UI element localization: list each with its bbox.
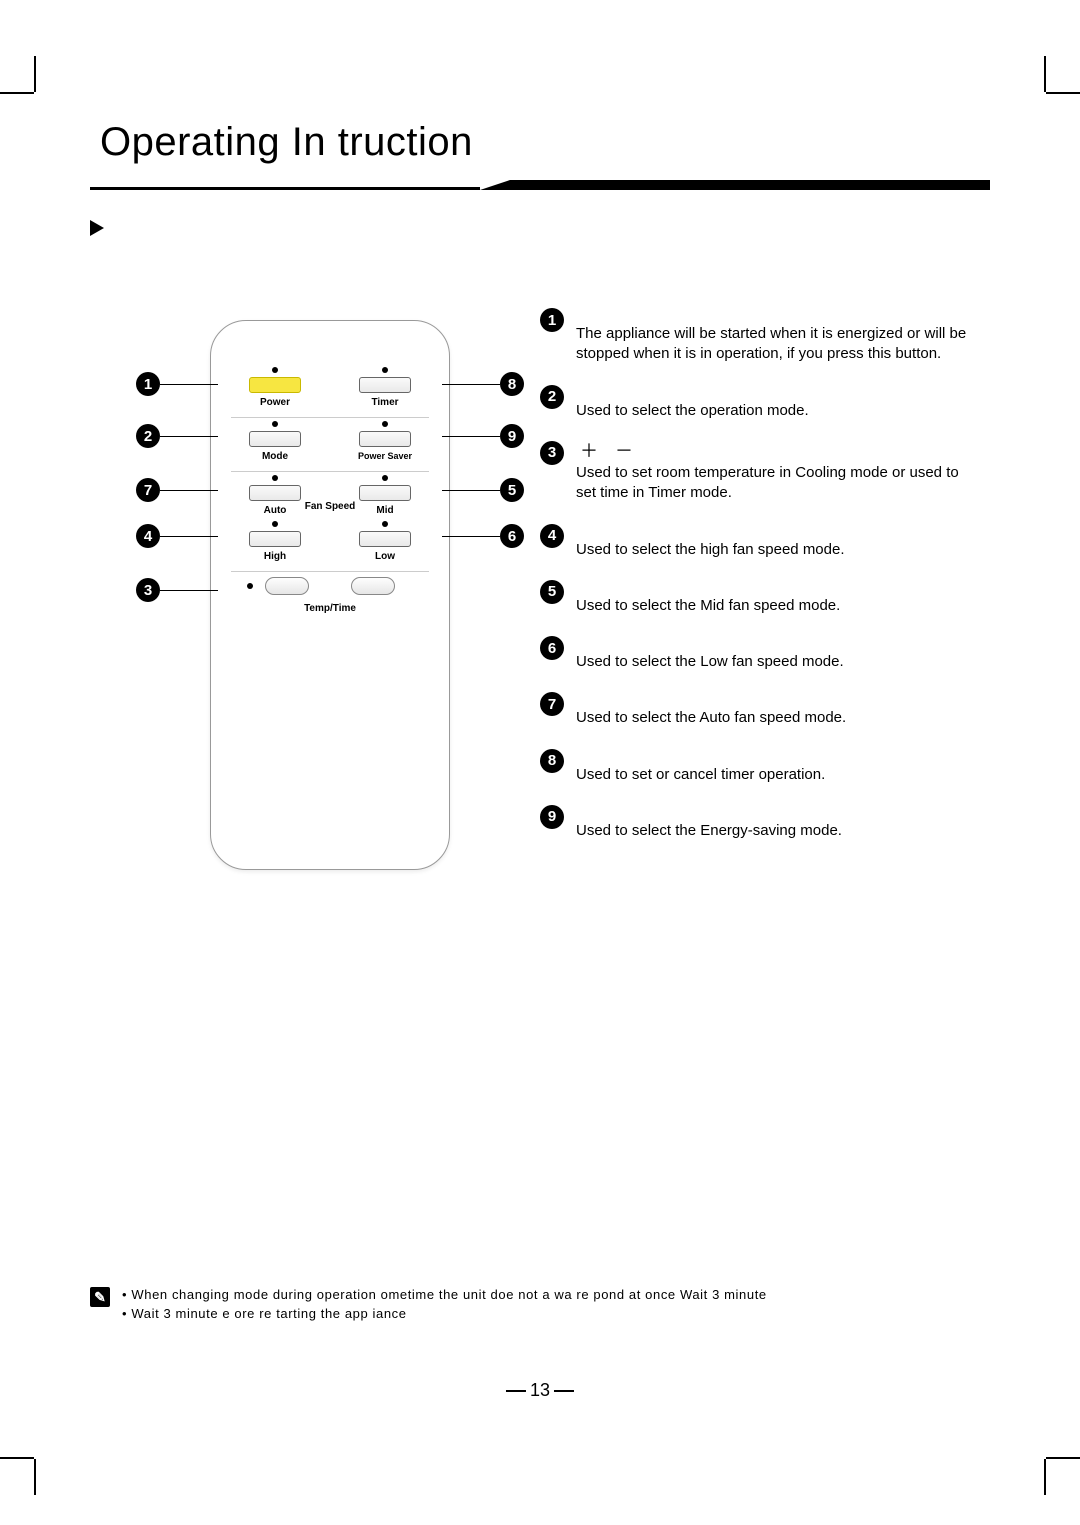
crop-mark <box>1046 1457 1080 1459</box>
crop-mark <box>1044 56 1046 92</box>
desc-item-3: 3 ＋ －Used to set room temperature in Coo… <box>540 439 970 504</box>
remote-low-button: Low <box>341 521 429 562</box>
callout-6: 6 <box>442 524 524 548</box>
crop-mark <box>1046 92 1080 94</box>
callout-2: 2 <box>136 424 218 448</box>
temp-up-pill <box>351 577 395 595</box>
footer-note: ✎ When changing mode during operation om… <box>90 1287 990 1325</box>
callout-9: 9 <box>442 424 524 448</box>
remote-high-button: High <box>231 521 319 562</box>
remote-power-button: Power <box>231 367 319 408</box>
crop-mark <box>0 92 34 94</box>
separator <box>231 417 429 418</box>
crop-mark <box>34 1459 36 1495</box>
callout-4: 4 <box>136 524 218 548</box>
remote-mode-button: Mode <box>231 421 319 462</box>
label-low: Low <box>341 551 429 562</box>
callout-1: 1 <box>136 372 218 396</box>
crop-mark <box>34 56 36 92</box>
note-line-1: When changing mode during operation omet… <box>122 1287 767 1302</box>
label-high: High <box>231 551 319 562</box>
page-title-row: Operating In truction <box>90 120 990 190</box>
page-title: Operating In truction <box>90 120 990 165</box>
desc-item-9: 9 Used to select the Energy-saving mode. <box>540 803 970 841</box>
label-power: Power <box>231 397 319 408</box>
remote-timer-button: Timer <box>341 367 429 408</box>
remote-diagram: Power Timer Mode <box>150 320 510 870</box>
temp-down-pill <box>265 577 309 595</box>
crop-mark <box>1044 1459 1046 1495</box>
title-underline <box>90 180 990 190</box>
crop-mark <box>0 1457 34 1459</box>
callout-5: 5 <box>442 478 524 502</box>
desc-item-5: 5 Used to select the Mid fan speed mode. <box>540 578 970 616</box>
remote-powersaver-button: Power Saver <box>341 421 429 462</box>
callout-7: 7 <box>136 478 218 502</box>
separator <box>231 571 429 572</box>
page-number: 13 <box>502 1380 578 1401</box>
label-mode: Mode <box>231 451 319 462</box>
section-arrow-icon <box>90 220 104 236</box>
desc-item-7: 7 Used to select the Auto fan speed mode… <box>540 690 970 728</box>
remote-body: Power Timer Mode <box>210 320 450 870</box>
note-icon: ✎ <box>90 1287 110 1307</box>
desc-item-4: 4 Used to select the high fan speed mode… <box>540 522 970 560</box>
separator <box>231 471 429 472</box>
label-fan-speed: Fan Speed <box>305 501 356 512</box>
description-list: 1 The appliance will be started when it … <box>540 306 970 859</box>
label-temp-time: Temp/Time <box>231 603 429 614</box>
desc-item-8: 8 Used to set or cancel timer operation. <box>540 747 970 785</box>
note-line-2: Wait 3 minute e ore re tarting the app i… <box>122 1306 767 1321</box>
desc-item-2: 2 Used to select the operation mode. <box>540 383 970 421</box>
callout-3: 3 <box>136 578 218 602</box>
callout-8: 8 <box>442 372 524 396</box>
label-timer: Timer <box>341 397 429 408</box>
label-powersaver: Power Saver <box>341 451 429 461</box>
desc-item-6: 6 Used to select the Low fan speed mode. <box>540 634 970 672</box>
desc-item-1: 1 The appliance will be started when it … <box>540 306 970 365</box>
